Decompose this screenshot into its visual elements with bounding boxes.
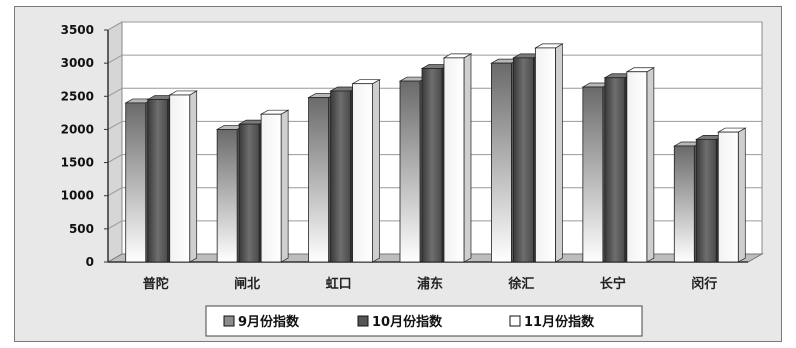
bar-front (125, 102, 147, 263)
bar-front (399, 80, 421, 263)
category-label: 闸北 (234, 276, 260, 292)
category-label: 徐汇 (507, 276, 534, 292)
bar-front (717, 131, 739, 263)
bar-front (147, 99, 169, 263)
bar-2-2 (351, 79, 381, 263)
bar-side (555, 43, 563, 263)
y-tick-label: 1500 (61, 156, 94, 170)
y-tick-label: 2000 (61, 122, 94, 136)
bar-front (443, 57, 465, 263)
bar-front (238, 123, 260, 263)
bar-side (737, 127, 746, 263)
bar-front (352, 83, 373, 263)
category-label: 虹口 (326, 276, 352, 292)
bar-1-2 (259, 109, 290, 263)
bar-side (189, 90, 198, 263)
gridline-side (107, 120, 123, 130)
category-label: 闵行 (691, 276, 717, 292)
bar-front (216, 129, 238, 263)
legend-box (205, 305, 643, 337)
bar-front (260, 113, 282, 263)
bar-front (673, 145, 695, 263)
bar-front (513, 57, 534, 263)
bar-front (535, 47, 556, 263)
y-tick-label: 3000 (61, 56, 94, 70)
bar-0-2 (168, 90, 199, 263)
bar-side (280, 109, 289, 263)
plot-side-wall (107, 21, 123, 263)
bar-3-2 (442, 53, 473, 263)
legend-swatch (509, 315, 521, 327)
bar-4-2 (534, 43, 564, 263)
bar-front (491, 62, 512, 263)
y-tick-label: 500 (69, 222, 94, 236)
gridline-side (107, 21, 123, 31)
bar-front (308, 97, 329, 263)
bar-side (372, 79, 380, 263)
bar-5-2 (625, 67, 656, 263)
gridline-side (107, 154, 123, 164)
bar-front (169, 94, 191, 263)
gridline-side (107, 187, 123, 197)
category-label: 普陀 (143, 276, 169, 292)
legend-label: 11月份指数 (524, 314, 595, 330)
bar-front (695, 138, 717, 263)
y-tick-label: 1000 (61, 189, 94, 203)
bar-front (582, 86, 604, 263)
bar-6-2 (716, 127, 747, 263)
gridline-side (107, 54, 123, 64)
y-tick-label: 3500 (61, 23, 94, 37)
legend-swatch (223, 315, 235, 327)
gridline-side (107, 220, 123, 230)
legend-swatch (357, 315, 369, 327)
gridline-side (107, 87, 123, 97)
bar-front (330, 90, 351, 263)
category-label: 长宁 (600, 276, 626, 292)
legend-label: 10月份指数 (372, 314, 443, 330)
bar-front (421, 68, 443, 263)
y-tick-label: 0 (86, 255, 94, 269)
category-label: 浦东 (417, 276, 443, 292)
bar-side (646, 67, 655, 263)
bar-side (463, 53, 472, 263)
bar-front (604, 77, 626, 263)
bar-front (626, 71, 648, 263)
legend-label: 9月份指数 (238, 314, 300, 330)
y-tick-label: 2500 (61, 89, 94, 103)
